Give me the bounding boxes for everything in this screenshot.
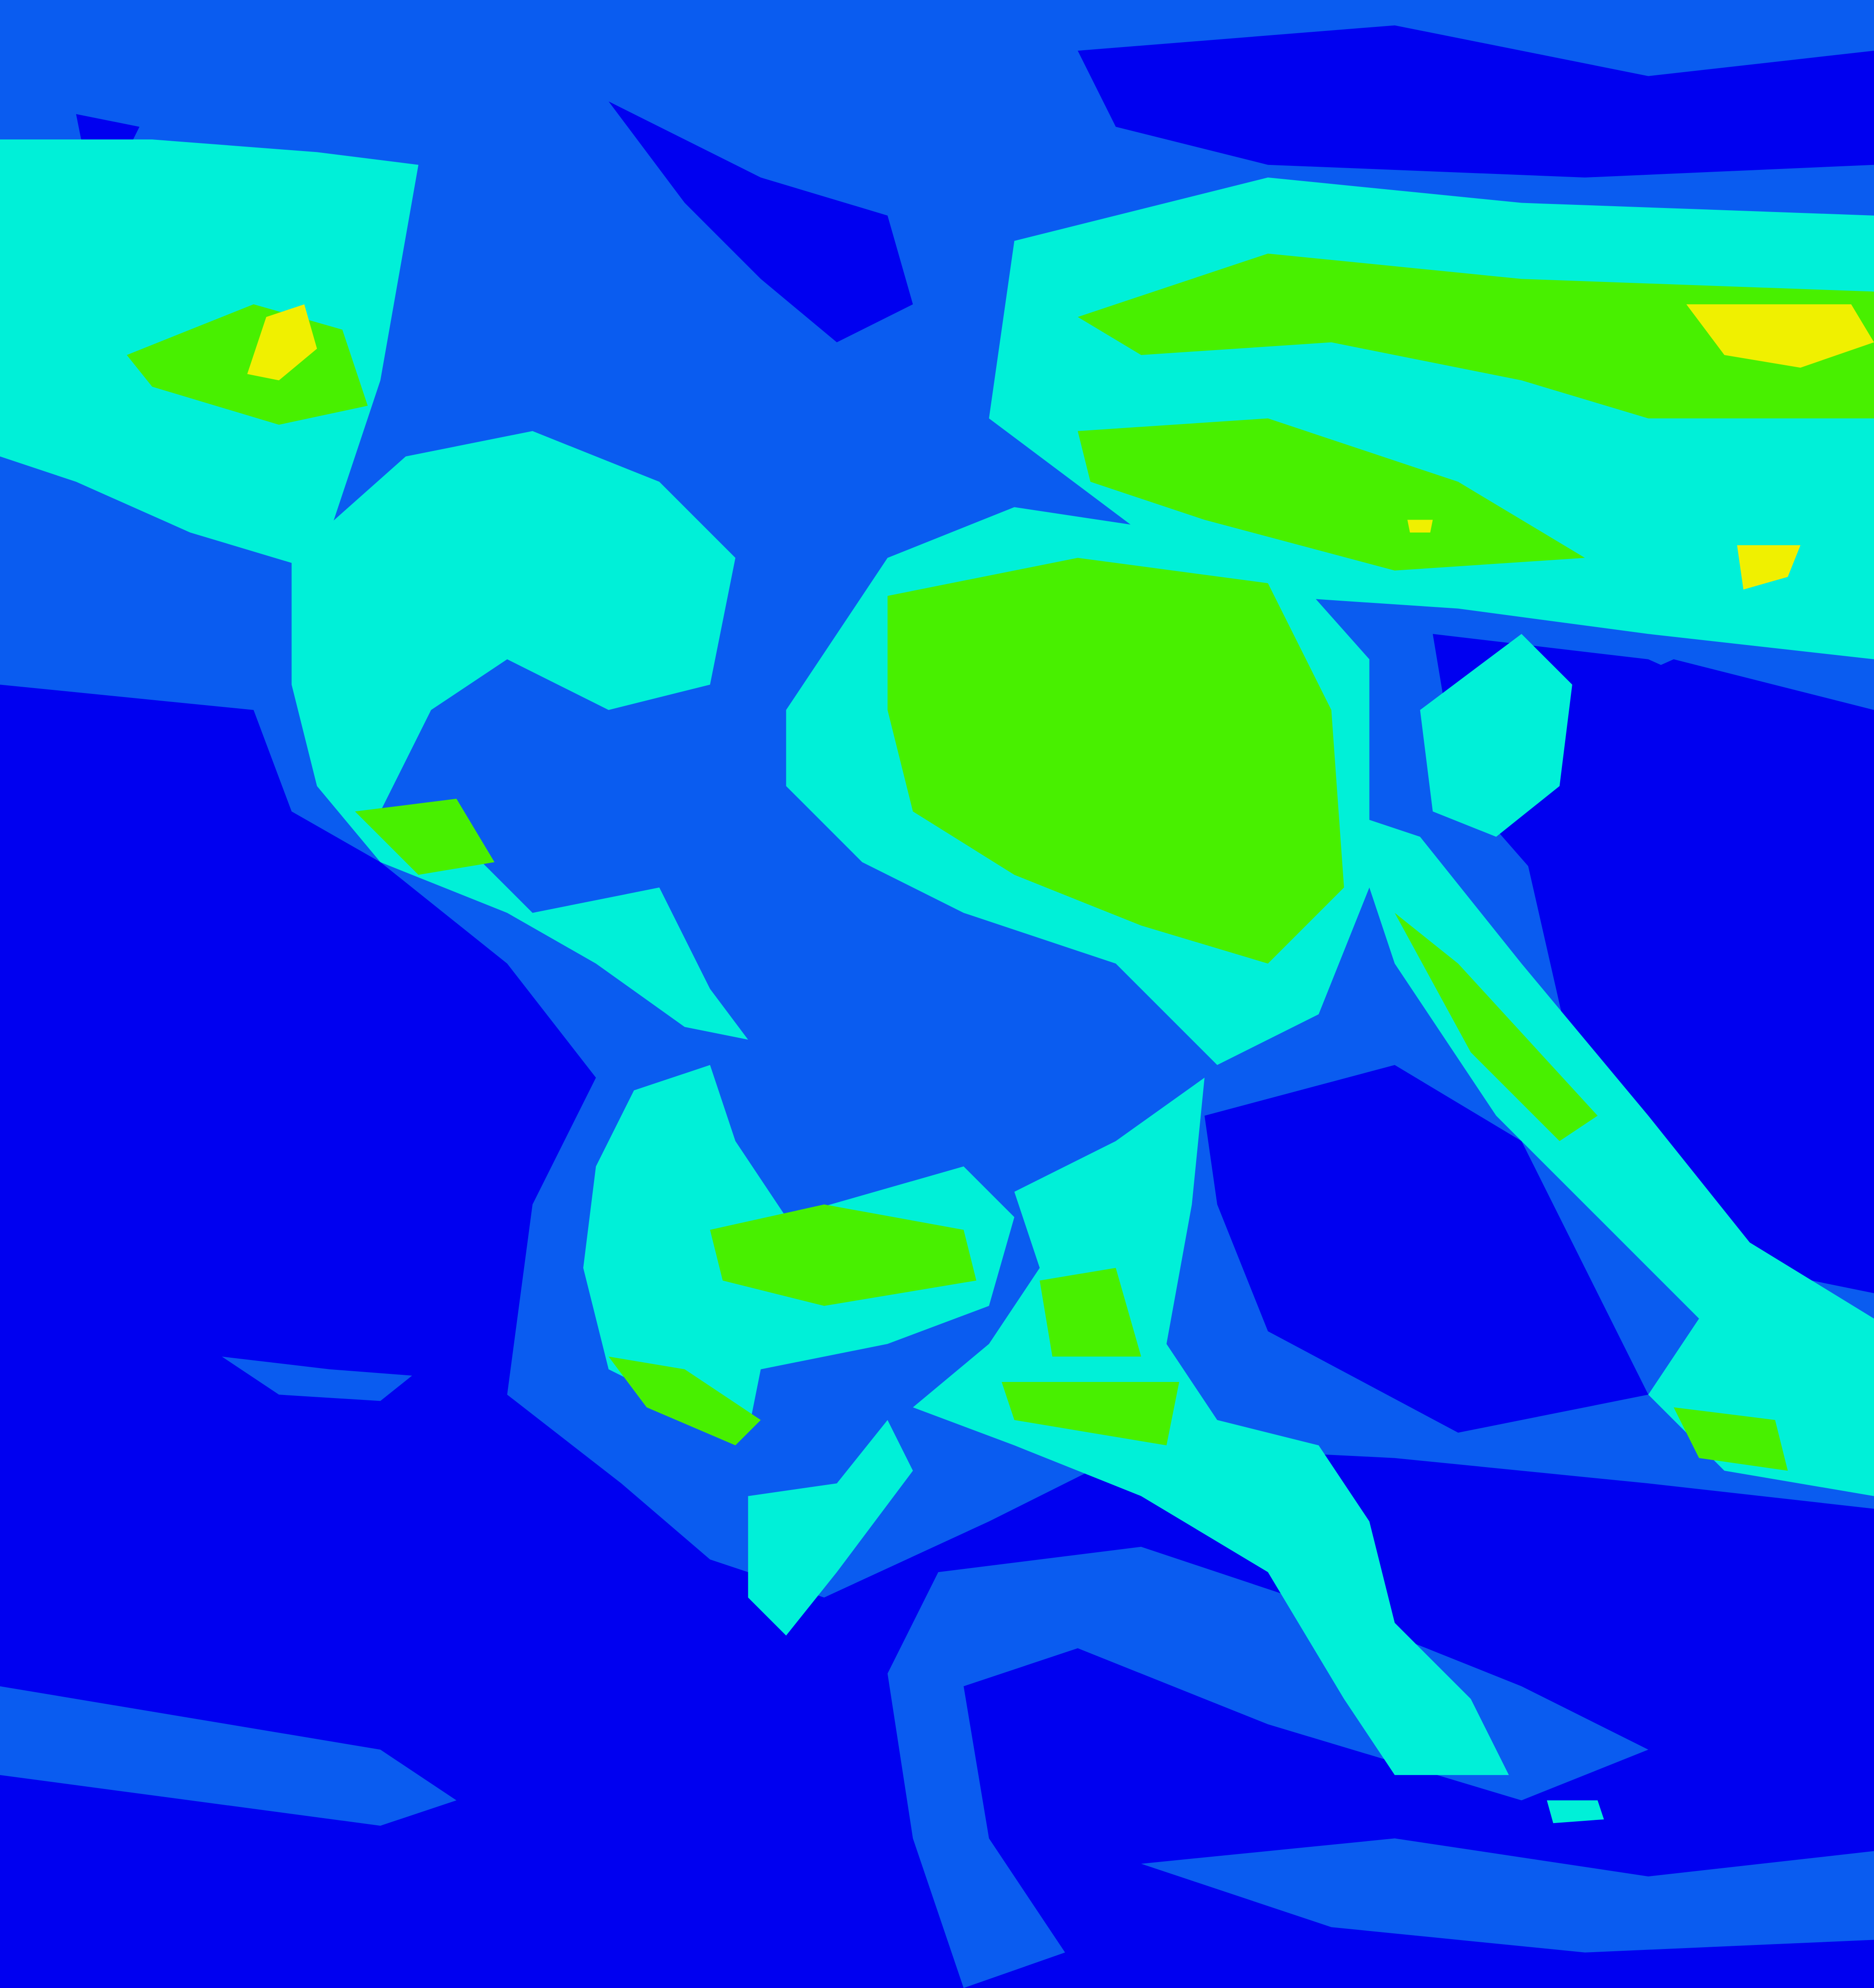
level-1-bottom-band <box>0 1686 457 1826</box>
level-3-west-coast <box>355 798 495 875</box>
level-2-diagonal-band <box>1344 811 1874 1496</box>
level-3-mid-right-band <box>1077 418 1585 571</box>
level-4-left <box>247 304 317 381</box>
level-2-lower-center <box>913 1078 1509 1775</box>
level-3-top-right-band <box>1077 253 1874 419</box>
level-4-mid-spot <box>1407 520 1433 533</box>
level-3-lower-left <box>710 1204 976 1306</box>
level-3-lower-center-2 <box>1040 1268 1141 1357</box>
level-2-bottom-right-spot <box>1547 1800 1604 1823</box>
level-0-lower-bay <box>1204 1065 1648 1433</box>
level-3-central <box>887 558 1344 964</box>
level-3-regions <box>126 253 1874 1471</box>
level-3-diagonal <box>1394 913 1598 1141</box>
level-3-bottom-left <box>608 1356 761 1446</box>
level-0-top-right-patch <box>1077 25 1874 178</box>
level-2-right-arm <box>1420 634 1572 837</box>
level-1-lower-right-band <box>1141 1838 1874 1953</box>
level-4-right-spot <box>1737 545 1800 590</box>
level-2-central-left <box>291 431 748 1040</box>
level-2-bottom-tail <box>748 1420 913 1636</box>
level-3-far-right <box>1674 1407 1788 1471</box>
level-0-top-center-patch <box>608 101 913 342</box>
level-4-top-right <box>1686 304 1874 368</box>
level-4-regions <box>247 304 1874 590</box>
level-3-lower-center <box>1002 1382 1180 1446</box>
level-1-left-island <box>221 1356 412 1401</box>
